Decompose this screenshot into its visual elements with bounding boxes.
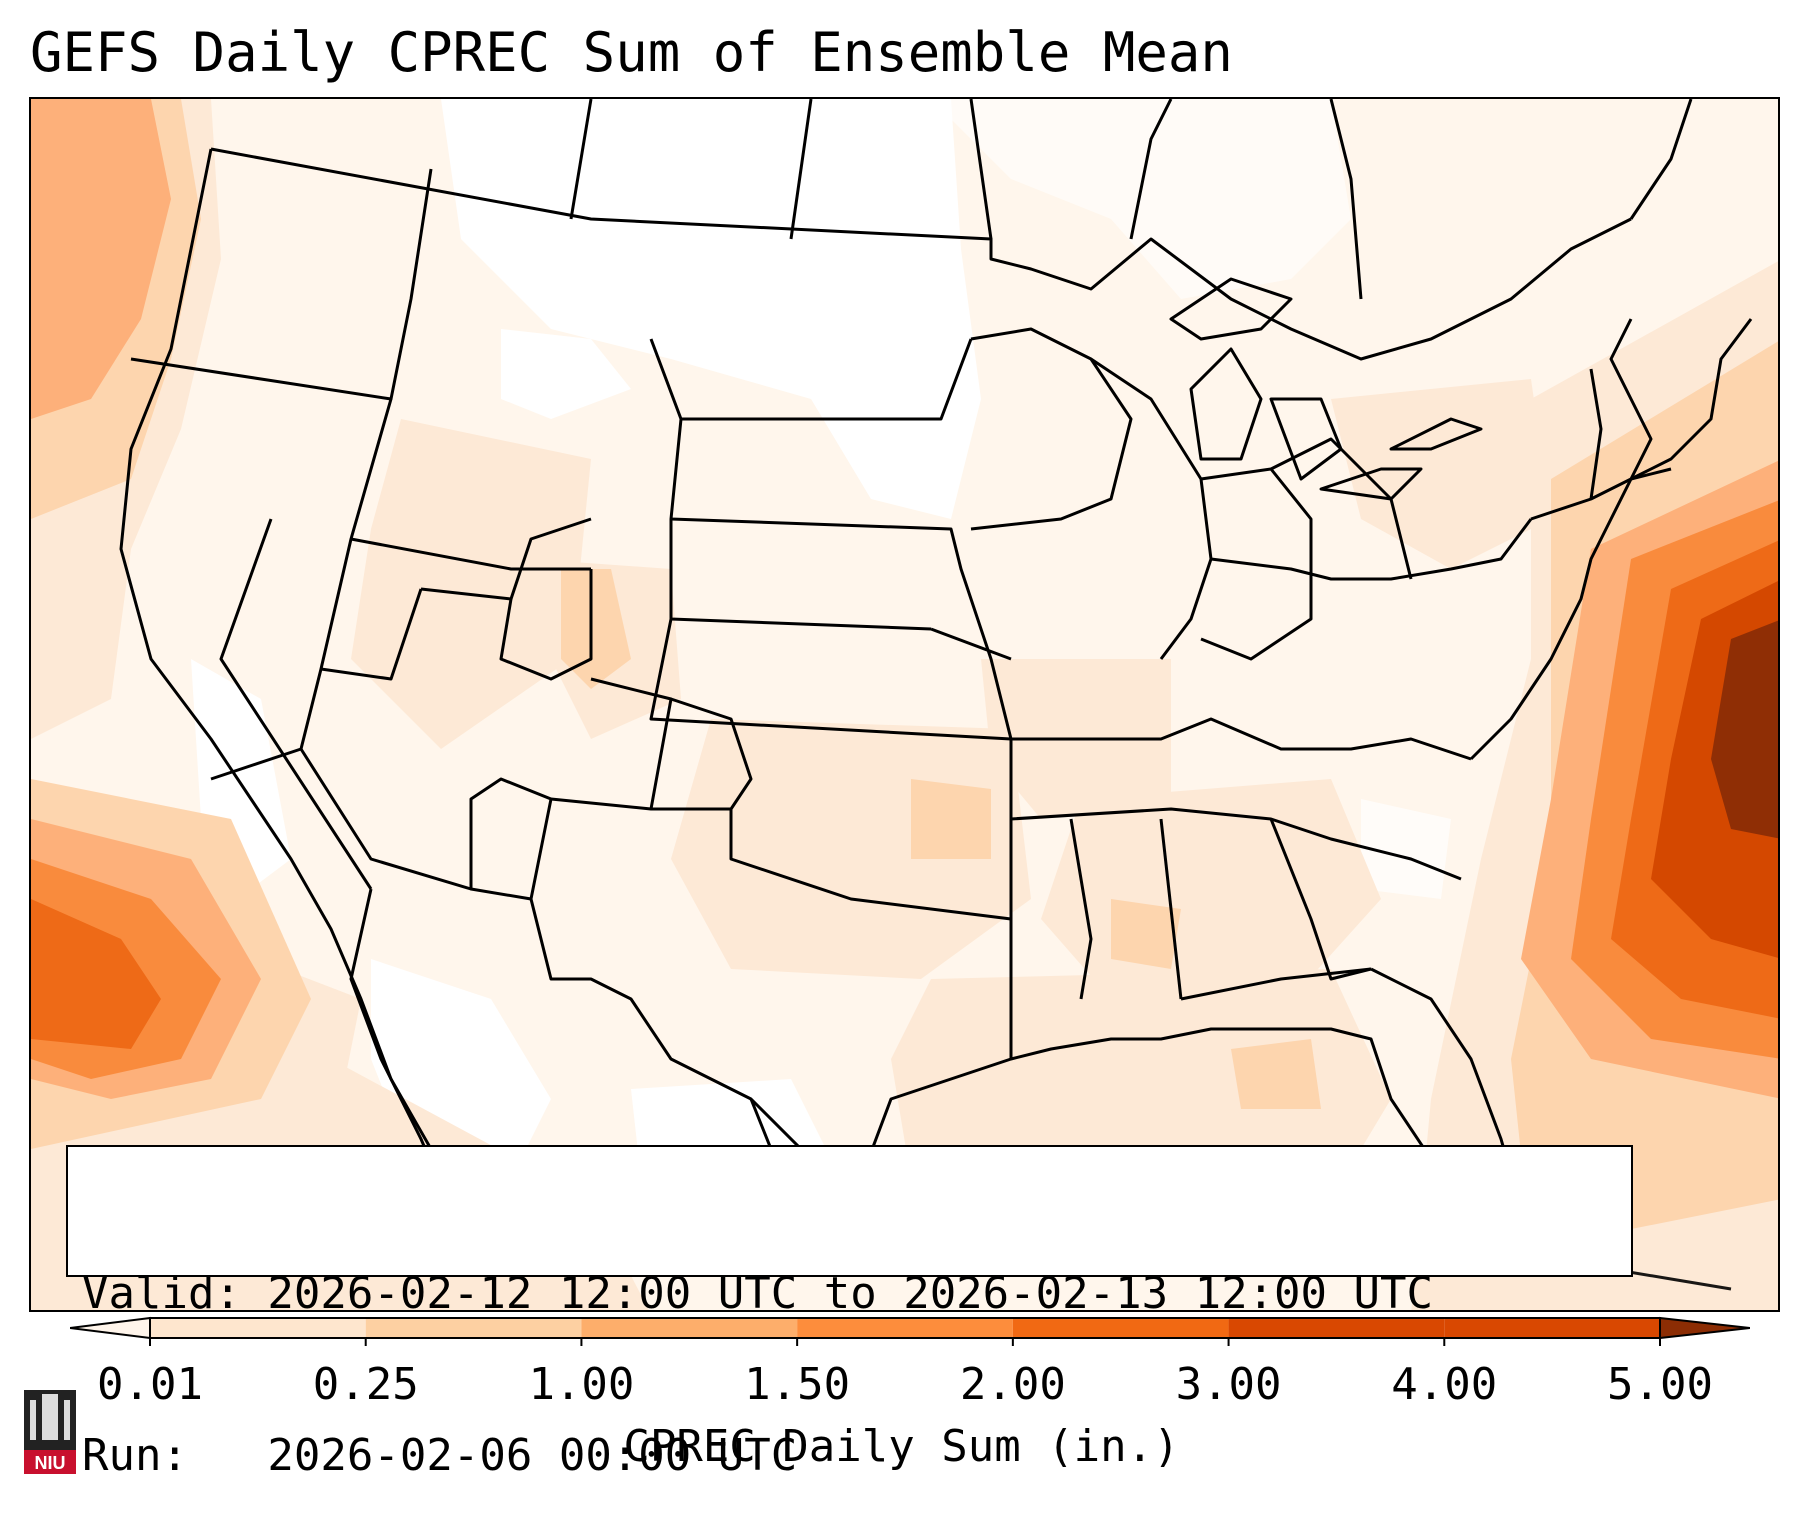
colorbar-segment <box>797 1318 1013 1338</box>
colorbar <box>70 1316 1750 1346</box>
colorbar-segment <box>1444 1318 1660 1338</box>
colorbar-segment <box>150 1318 366 1338</box>
valid-time-box: Valid: 2026-02-12 12:00 UTC to 2026-02-1… <box>66 1145 1633 1481</box>
colorbar-tick-label: 1.00 <box>528 1359 635 1410</box>
svg-text:NIU: NIU <box>35 1453 66 1473</box>
colorbar-tick-label: 4.00 <box>1391 1359 1498 1410</box>
colorbar-tick-label: 2.00 <box>959 1359 1066 1410</box>
niu-logo: NIU <box>24 1390 76 1474</box>
colorbar-label: CPREC Daily Sum (in.) <box>623 1421 1180 1472</box>
colorbar-segment <box>1012 1318 1229 1338</box>
precipitation-map <box>29 97 1780 1312</box>
max-precip-areas <box>1711 620 1778 839</box>
colorbar-tick-label: 5.00 <box>1607 1359 1713 1410</box>
colorbar-tick-label: 0.25 <box>312 1359 419 1410</box>
colorbar-segment <box>1228 1318 1445 1338</box>
colorbar-tick-label: 3.00 <box>1175 1359 1282 1410</box>
colorbar-extend-high <box>1659 1316 1750 1340</box>
map-title: GEFS Daily CPREC Sum of Ensemble Mean <box>30 21 1233 84</box>
colorbar-segment <box>581 1318 798 1338</box>
colorbar-tick-label: 0.01 <box>97 1359 203 1410</box>
valid-time-line: Valid: 2026-02-12 12:00 UTC to 2026-02-1… <box>82 1268 1434 1319</box>
colorbar-extend-low <box>70 1316 151 1340</box>
run-time-line: Run: 2026-02-06 00:00 UTC <box>82 1430 798 1481</box>
colorbar-tick-label: 1.50 <box>744 1359 851 1410</box>
colorbar-segment <box>365 1318 582 1338</box>
